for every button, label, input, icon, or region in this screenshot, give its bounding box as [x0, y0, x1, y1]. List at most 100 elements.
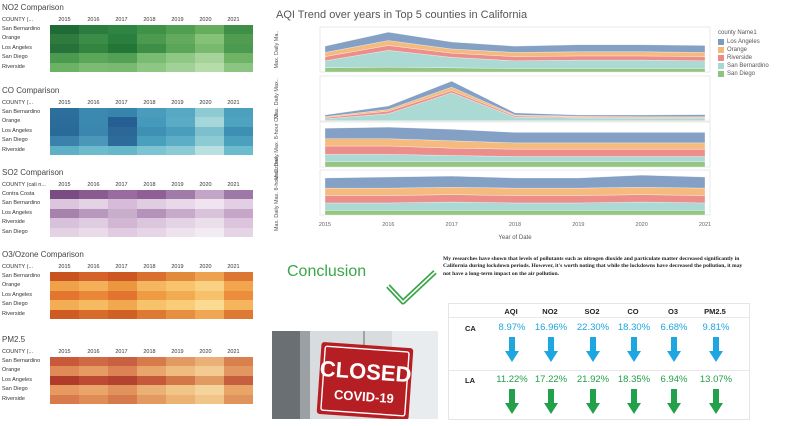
heatmap-cell[interactable] — [50, 145, 79, 155]
heatmap-cell[interactable] — [224, 117, 253, 127]
legend-item[interactable]: Los Angeles — [718, 38, 769, 46]
heatmap-cell[interactable] — [195, 357, 224, 367]
heatmap-cell[interactable] — [137, 394, 166, 404]
heatmap-cell[interactable] — [195, 190, 224, 200]
heatmap-cell[interactable] — [166, 25, 195, 35]
heatmap-cell[interactable] — [166, 62, 195, 72]
heatmap-cell[interactable] — [108, 385, 137, 395]
heatmap-cell[interactable] — [166, 43, 195, 54]
heatmap-cell[interactable] — [137, 108, 166, 118]
heatmap-cell[interactable] — [108, 117, 137, 127]
heatmap-cell[interactable] — [79, 290, 108, 301]
heatmap-cell[interactable] — [79, 117, 108, 127]
heatmap-cell[interactable] — [137, 117, 166, 127]
heatmap-cell[interactable] — [224, 199, 253, 209]
heatmap-cell[interactable] — [50, 300, 79, 310]
heatmap-cell[interactable] — [79, 309, 108, 319]
county-column-header[interactable]: COUNTY (... — [2, 349, 34, 355]
legend-item[interactable]: Riverside — [718, 54, 769, 62]
heatmap-cell[interactable] — [166, 385, 195, 395]
heatmap-cell[interactable] — [50, 190, 79, 200]
heatmap-cell[interactable] — [224, 136, 253, 146]
heatmap-cell[interactable] — [166, 126, 195, 137]
heatmap-cell[interactable] — [108, 25, 137, 35]
heatmap-cell[interactable] — [50, 366, 79, 376]
heatmap-cell[interactable] — [137, 385, 166, 395]
heatmap-cell[interactable] — [166, 375, 195, 386]
heatmap-cell[interactable] — [108, 199, 137, 209]
heatmap-cell[interactable] — [195, 394, 224, 404]
heatmap-cell[interactable] — [166, 290, 195, 301]
heatmap-cell[interactable] — [79, 281, 108, 291]
heatmap-cell[interactable] — [137, 290, 166, 301]
heatmap-cell[interactable] — [166, 208, 195, 219]
heatmap-cell[interactable] — [50, 34, 79, 44]
heatmap-cell[interactable] — [108, 290, 137, 301]
heatmap-cell[interactable] — [108, 309, 137, 319]
heatmap-cell[interactable] — [79, 25, 108, 35]
heatmap-cell[interactable] — [166, 34, 195, 44]
heatmap-cell[interactable] — [79, 62, 108, 72]
county-column-header[interactable]: COUNTY (cali n... — [2, 182, 46, 188]
heatmap-cell[interactable] — [50, 227, 79, 237]
heatmap-cell[interactable] — [195, 25, 224, 35]
heatmap-cell[interactable] — [108, 53, 137, 63]
heatmap-cell[interactable] — [79, 227, 108, 237]
heatmap-cell[interactable] — [195, 375, 224, 386]
heatmap-cell[interactable] — [166, 136, 195, 146]
heatmap-cell[interactable] — [224, 43, 253, 54]
heatmap-cell[interactable] — [224, 309, 253, 319]
heatmap-cell[interactable] — [224, 357, 253, 367]
heatmap-cell[interactable] — [224, 227, 253, 237]
heatmap-cell[interactable] — [195, 227, 224, 237]
heatmap-cell[interactable] — [224, 272, 253, 282]
heatmap-cell[interactable] — [195, 126, 224, 137]
heatmap-cell[interactable] — [50, 218, 79, 228]
heatmap-cell[interactable] — [195, 34, 224, 44]
heatmap-cell[interactable] — [224, 281, 253, 291]
heatmap-cell[interactable] — [195, 145, 224, 155]
heatmap-cell[interactable] — [137, 62, 166, 72]
heatmap-cell[interactable] — [224, 394, 253, 404]
county-column-header[interactable]: COUNTY (... — [2, 17, 34, 23]
heatmap-cell[interactable] — [108, 281, 137, 291]
heatmap-cell[interactable] — [50, 25, 79, 35]
heatmap-cell[interactable] — [195, 117, 224, 127]
heatmap-cell[interactable] — [79, 108, 108, 118]
legend-item[interactable]: Orange — [718, 46, 769, 54]
heatmap-cell[interactable] — [50, 108, 79, 118]
heatmap-cell[interactable] — [137, 366, 166, 376]
heatmap-cell[interactable] — [137, 375, 166, 386]
heatmap-cell[interactable] — [195, 300, 224, 310]
heatmap-cell[interactable] — [108, 227, 137, 237]
heatmap-cell[interactable] — [166, 190, 195, 200]
heatmap-cell[interactable] — [195, 43, 224, 54]
heatmap-cell[interactable] — [195, 218, 224, 228]
heatmap-cell[interactable] — [137, 357, 166, 367]
heatmap-cell[interactable] — [224, 108, 253, 118]
heatmap-cell[interactable] — [79, 190, 108, 200]
heatmap-cell[interactable] — [137, 199, 166, 209]
heatmap-cell[interactable] — [224, 25, 253, 35]
heatmap-cell[interactable] — [166, 199, 195, 209]
heatmap-cell[interactable] — [195, 199, 224, 209]
heatmap-cell[interactable] — [79, 394, 108, 404]
heatmap-cell[interactable] — [195, 366, 224, 376]
heatmap-cell[interactable] — [50, 117, 79, 127]
heatmap-cell[interactable] — [224, 62, 253, 72]
heatmap-cell[interactable] — [108, 43, 137, 54]
heatmap-cell[interactable] — [108, 62, 137, 72]
heatmap-cell[interactable] — [79, 385, 108, 395]
heatmap-cell[interactable] — [79, 126, 108, 137]
heatmap-cell[interactable] — [108, 272, 137, 282]
heatmap-cell[interactable] — [50, 53, 79, 63]
heatmap-cell[interactable] — [224, 218, 253, 228]
heatmap-cell[interactable] — [108, 218, 137, 228]
heatmap-cell[interactable] — [108, 208, 137, 219]
heatmap-cell[interactable] — [137, 145, 166, 155]
heatmap-cell[interactable] — [224, 385, 253, 395]
heatmap-cell[interactable] — [166, 357, 195, 367]
legend-item[interactable]: San Diego — [718, 70, 769, 78]
heatmap-cell[interactable] — [108, 108, 137, 118]
heatmap-cell[interactable] — [50, 272, 79, 282]
